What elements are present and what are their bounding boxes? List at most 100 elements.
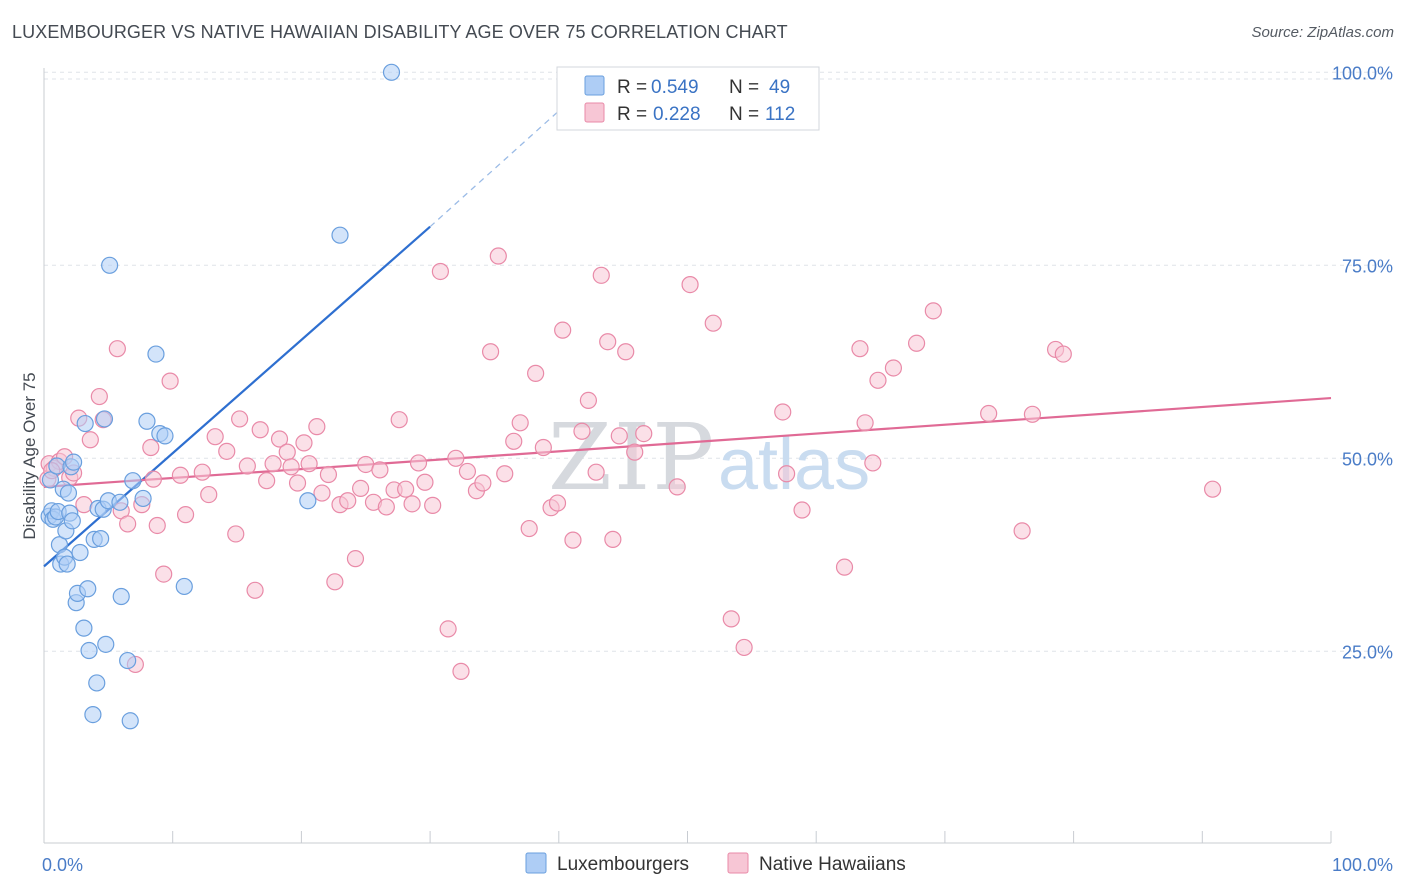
native-hawaiian-point <box>599 333 617 351</box>
native-hawaiian-point <box>238 457 256 475</box>
native-hawaiian-point <box>869 371 887 389</box>
luxembourger-point <box>331 226 349 244</box>
luxembourger-point <box>121 712 139 730</box>
native-hawaiian-point <box>980 404 998 423</box>
bottom-legend-label-luxembourgers: Luxembourgers <box>557 854 689 875</box>
luxembourger-point <box>124 472 142 490</box>
native-hawaiian-point <box>439 620 457 638</box>
native-hawaiian-point <box>1013 522 1031 540</box>
legend-r-value-native-hawaiians: 0.228 <box>653 104 701 125</box>
native-hawaiian-point <box>108 340 126 358</box>
legend-r-label-luxembourgers: R = <box>617 77 647 98</box>
luxembourger-point <box>41 471 60 489</box>
luxembourger-point <box>111 493 129 511</box>
native-hawaiian-point <box>81 431 99 449</box>
native-hawaiian-point <box>339 492 357 510</box>
native-hawaiian-point <box>452 662 470 680</box>
y-tick-label: 25.0% <box>1342 642 1393 662</box>
native-hawaiian-point <box>668 478 686 496</box>
native-hawaiian-point <box>319 465 338 484</box>
native-hawaiian-point <box>313 484 331 502</box>
native-hawaiian-point <box>777 465 796 483</box>
grid-lines <box>44 71 1391 652</box>
native-hawaiian-point <box>295 434 313 452</box>
native-hawaiian-point <box>554 321 572 339</box>
native-hawaiian-point <box>142 438 160 457</box>
tick-labels: 25.0% 50.0% 75.0% 100.0% 0.0% 100.0% <box>42 63 1393 875</box>
native-hawaiian-point <box>346 550 365 568</box>
legend-swatch-luxembourgers <box>584 75 605 96</box>
native-hawaiian-point <box>75 496 93 514</box>
native-hawaiian-point <box>447 449 465 467</box>
native-hawaiian-point <box>884 359 903 377</box>
native-hawaiian-point <box>282 458 300 476</box>
axes <box>43 68 1332 844</box>
native-hawaiian-point <box>308 418 326 436</box>
luxembourger-point <box>65 453 83 471</box>
native-hawaiian-point <box>371 461 389 479</box>
luxembourger-point <box>63 512 81 530</box>
native-hawaiian-point <box>520 519 538 538</box>
native-hawaiian-point <box>246 581 264 599</box>
native-hawaiian-point <box>835 558 854 576</box>
legend-n-label-luxembourgers: N = <box>729 77 759 98</box>
native-hawaiian-point <box>511 414 529 432</box>
native-hawaiian-point <box>171 466 190 484</box>
native-hawaiian-point <box>626 443 644 461</box>
legend-r-value-luxembourgers: 0.549 <box>651 77 699 98</box>
data-points <box>39 63 1222 730</box>
native-hawaiian-point <box>856 414 874 432</box>
native-hawaiian-point <box>390 411 408 429</box>
native-hawaiian-point <box>144 470 162 488</box>
luxembourger-point <box>134 489 152 508</box>
luxembourger-point <box>58 555 76 573</box>
luxembourger-point <box>79 580 97 598</box>
native-hawaiian-point <box>474 474 492 492</box>
luxembourger-point <box>59 484 78 502</box>
luxembourger-point <box>95 410 114 428</box>
native-hawaiian-point <box>251 421 269 439</box>
native-hawaiian-point <box>161 372 179 390</box>
native-hawaiian-point <box>119 515 137 533</box>
y-tick-label: 100.0% <box>1332 63 1393 83</box>
native-hawaiian-point <box>218 442 236 460</box>
luxembourger-point <box>84 706 102 724</box>
native-hawaiian-point <box>604 530 622 548</box>
native-hawaiian-point <box>704 314 722 332</box>
native-hawaiian-point <box>735 638 753 657</box>
native-hawaiian-point <box>377 498 395 516</box>
legend-box: R = 0.549 N = 49 R = 0.228 N = 112 <box>556 66 820 131</box>
native-hawaiian-point <box>231 410 249 428</box>
native-hawaiian-point <box>579 391 598 409</box>
luxembourger-point <box>175 577 193 596</box>
native-hawaiian-point <box>907 334 926 352</box>
native-hawaiian-point <box>496 465 514 483</box>
native-hawaiian-point <box>155 565 173 583</box>
luxembourger-trend-extension <box>429 110 560 228</box>
luxembourger-point <box>88 674 106 692</box>
native-hawaiian-point <box>924 302 942 320</box>
native-hawaiian-point <box>548 494 567 512</box>
native-hawaiian-point <box>722 610 740 628</box>
native-hawaiian-point <box>774 403 792 421</box>
native-hawaiian-point <box>489 247 507 265</box>
native-hawaiian-point <box>270 430 289 448</box>
luxembourger-point <box>101 256 119 274</box>
native-hawaiian-point <box>403 495 421 513</box>
native-hawaiian-point <box>1023 405 1042 423</box>
native-hawaiian-point <box>564 531 582 549</box>
luxembourger-point <box>92 529 110 548</box>
native-hawaiian-point <box>258 472 276 490</box>
native-hawaiian-point <box>681 276 699 294</box>
native-hawaiian-point <box>505 432 523 450</box>
native-hawaiian-point <box>193 463 211 481</box>
chart-source: Source: ZipAtlas.com <box>1251 24 1394 41</box>
luxembourger-point <box>156 427 174 445</box>
native-hawaiian-point <box>300 455 318 473</box>
luxembourger-point <box>299 492 317 510</box>
native-hawaiian-point <box>1203 480 1222 498</box>
native-hawaiian-point <box>635 424 653 443</box>
legend-n-value-luxembourgers: 49 <box>769 77 790 98</box>
native-hawaiian-point <box>176 506 195 524</box>
luxembourger-point <box>71 543 89 562</box>
